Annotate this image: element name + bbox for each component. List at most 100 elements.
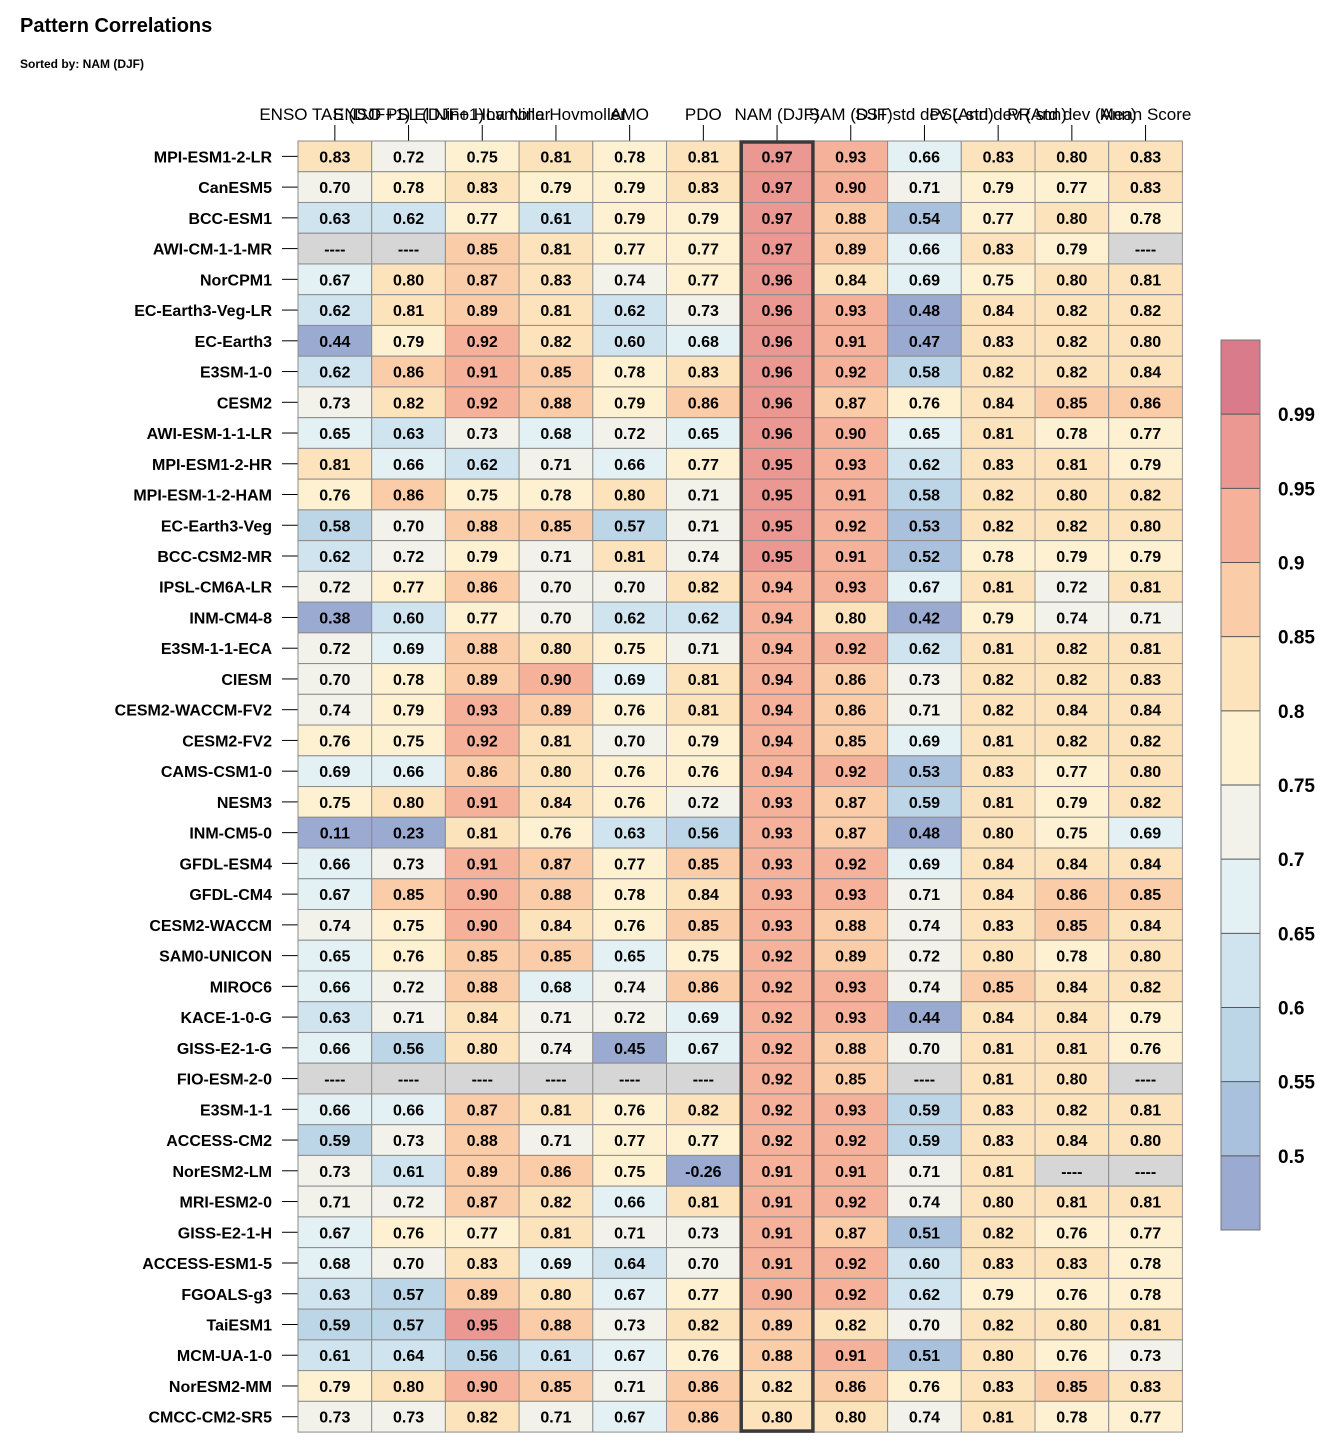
heatmap-cell: [1034, 632, 1110, 665]
heatmap-cell: [960, 509, 1036, 542]
cell-value-label: 0.71: [614, 1379, 645, 1396]
column-header-el-nino-hovmoller: El Nino Hovmoller: [414, 105, 550, 124]
cell-value-label: 0.83: [688, 180, 719, 197]
cell-value-label: 0.68: [319, 1256, 350, 1273]
cell-value-label: 0.92: [467, 733, 498, 750]
heatmap-cell: [1034, 570, 1110, 603]
cell-value-label: 0.79: [393, 703, 424, 720]
heatmap-cell: [444, 447, 520, 480]
heatmap-cell: [518, 1001, 594, 1033]
cell-value-label: 0.92: [835, 764, 866, 781]
column-header-la-nina-hovmoller: La Nina Hovmoller: [486, 105, 626, 124]
heatmap-cell: [518, 878, 594, 911]
cell-value-label: 0.67: [688, 1041, 719, 1058]
cell-value-label: 0.89: [761, 1317, 792, 1334]
cell-value-label: 0.80: [393, 795, 424, 812]
heatmap-cell: [887, 570, 962, 603]
cell-value-label: 0.94: [761, 641, 792, 658]
row-label-e3sm-1-1-eca: E3SM-1-1-ECA: [161, 641, 273, 658]
cell-value-label: 0.80: [1056, 149, 1087, 166]
cell-value-label: 0.82: [835, 1317, 866, 1334]
cell-value-label: 0.92: [835, 1133, 866, 1150]
heatmap-cell: [444, 1093, 520, 1126]
colorbar-tick-label: 0.5: [1278, 1147, 1305, 1168]
cell-value-label: 0.66: [319, 1041, 350, 1058]
cell-value-label: 0.83: [983, 1102, 1014, 1119]
heatmap-cell: [887, 693, 962, 726]
heatmap-cell: [1034, 232, 1110, 265]
heatmap-cell: [518, 1031, 594, 1064]
cell-value-label: 0.94: [761, 733, 792, 750]
cell-value-label: 0.86: [688, 1410, 719, 1427]
cell-value-label: 0.85: [1130, 887, 1161, 904]
heatmap-cell: [739, 294, 815, 326]
cell-value-label: 0.86: [835, 703, 866, 720]
cell-value-label: 0.59: [909, 1102, 940, 1119]
cell-value-label: 0.80: [540, 1287, 571, 1304]
cell-value-label: 0.81: [540, 1225, 571, 1242]
cell-value-label: 0.88: [467, 979, 498, 996]
heatmap-cell: [960, 1062, 1036, 1095]
cell-value-label: 0.92: [835, 1195, 866, 1212]
heatmap-cell: [592, 693, 667, 726]
heatmap-cell: [297, 509, 373, 542]
cell-value-label: 0.75: [393, 918, 424, 935]
heatmap-cell: [444, 1062, 520, 1095]
row-label-inm-cm5-0: INM-CM5-0: [189, 826, 272, 843]
cell-value-label: 0.71: [1130, 610, 1161, 627]
cell-value-label: 0.80: [761, 1410, 792, 1427]
cell-value-label: 0.84: [983, 1010, 1014, 1027]
heatmap-cell: [1034, 1093, 1110, 1126]
heatmap-cell: [371, 201, 446, 234]
cell-value-label: 0.65: [688, 426, 719, 443]
heatmap-cell: [739, 1308, 815, 1341]
heatmap-cell: [1108, 386, 1183, 419]
cell-value-label: 0.80: [467, 1041, 498, 1058]
cell-value-label: 0.93: [761, 826, 792, 843]
cell-value-label: 0.83: [1130, 672, 1161, 689]
cell-value-label: 0.80: [983, 1195, 1014, 1212]
cell-value-label: 0.92: [761, 1102, 792, 1119]
heatmap-cell: [960, 447, 1036, 480]
cell-value-label: 0.56: [467, 1348, 498, 1365]
colorbar-tick-label: 0.75: [1278, 776, 1315, 797]
heatmap-cell: [1108, 171, 1183, 203]
cell-value-label: 0.71: [540, 549, 571, 566]
cell-value-label: 0.62: [909, 457, 940, 474]
cell-value-label: 0.80: [983, 826, 1014, 843]
cell-value-label: 0.78: [1056, 949, 1087, 966]
cell-value-label: 0.68: [688, 334, 719, 351]
heatmap-cell: [1034, 263, 1110, 296]
cell-value-label: 0.62: [393, 211, 424, 228]
cell-value-label: 0.57: [393, 1287, 424, 1304]
heatmap-cell: [297, 755, 373, 788]
heatmap-cell: [666, 417, 741, 449]
cell-value-label: 0.90: [467, 918, 498, 935]
heatmap-cells: 0.83 0.72 0.75 0.81 0.78 0.81 0.97 0.93 0.66 0.83…: [297, 140, 1183, 1433]
heatmap-cell: [371, 786, 446, 818]
cell-value-label: 0.91: [761, 1195, 792, 1212]
cell-value-label: 0.69: [909, 733, 940, 750]
heatmap-cell: [813, 632, 889, 665]
heatmap-cell: [813, 201, 889, 234]
cell-value-label: 0.80: [1130, 949, 1161, 966]
cell-value-label: 0.79: [614, 395, 645, 412]
heatmap-cell: [666, 939, 741, 972]
heatmap-cell: [887, 816, 962, 849]
heatmap-cell: [592, 786, 667, 818]
cell-value-label: 0.74: [909, 1195, 940, 1212]
cell-value-label: 0.92: [761, 1010, 792, 1027]
cell-value-label: 0.79: [1130, 1010, 1161, 1027]
cell-value-label: 0.82: [983, 703, 1014, 720]
heatmap-cell: [1034, 355, 1110, 388]
heatmap-cell: [813, 1001, 889, 1033]
colorbar-segment: [1221, 933, 1260, 1008]
heatmap-cell: [1108, 201, 1183, 234]
heatmap-cell: [1108, 140, 1183, 173]
cell-value-label: 0.83: [983, 918, 1014, 935]
cell-value-label: 0.66: [319, 1102, 350, 1119]
heatmap-cell: [518, 970, 594, 1003]
cell-value-label: 0.88: [540, 395, 571, 412]
cell-value-label: 0.88: [540, 1317, 571, 1334]
cell-value-label: 0.96: [761, 365, 792, 382]
